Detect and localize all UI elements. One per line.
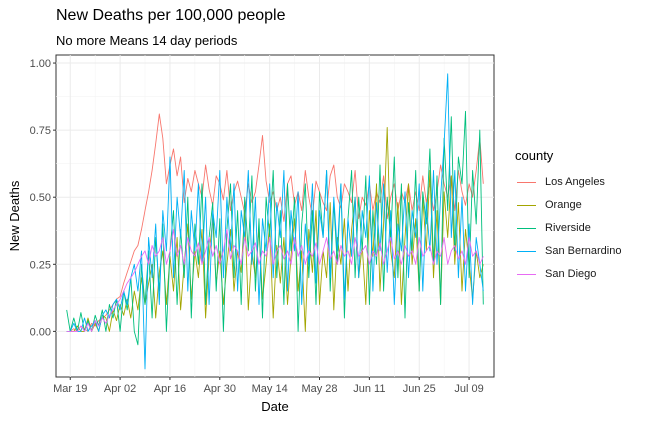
legend-item: San Diego xyxy=(517,266,596,282)
legend-label: San Bernardino xyxy=(545,245,622,257)
x-tick-label: Mar 19 xyxy=(53,383,87,395)
legend-swatch xyxy=(517,204,536,206)
x-tick-label: Jul 09 xyxy=(454,383,483,395)
x-tick-label: Apr 02 xyxy=(104,383,136,395)
y-tick-label: 0.50 xyxy=(30,192,51,204)
y-tick-label: 0.75 xyxy=(30,125,51,137)
x-tick-label: May 28 xyxy=(301,383,337,395)
x-tick-label: Jun 25 xyxy=(403,383,436,395)
x-tick-label: Apr 30 xyxy=(204,383,236,395)
legend-label: Riverside xyxy=(545,222,591,234)
legend-label: Los Angeles xyxy=(545,176,605,188)
legend-swatch xyxy=(517,250,536,252)
y-tick-label: 1.00 xyxy=(30,58,51,70)
chart-title: New Deaths per 100,000 people xyxy=(56,7,286,24)
legend-item: Riverside xyxy=(517,220,591,236)
legend-item: Los Angeles xyxy=(517,174,605,190)
y-axis: 0.00 0.25 0.50 0.75 1.00 xyxy=(30,58,56,338)
legend-swatch xyxy=(517,273,536,275)
x-axis: Mar 19 Apr 02 Apr 16 Apr 30 May 14 May 28 Jun … xyxy=(53,377,484,395)
chart-subtitle: No more Means 14 day periods xyxy=(56,33,238,48)
x-tick-label: Jun 11 xyxy=(353,383,385,395)
legend-label: San Diego xyxy=(545,268,597,280)
series-line-riverside xyxy=(66,110,484,346)
y-tick-label: 0.25 xyxy=(30,259,51,271)
x-tick-label: Apr 16 xyxy=(154,383,186,395)
series-line-san-bernardino xyxy=(66,73,484,370)
legend-item: San Bernardino xyxy=(517,243,621,259)
x-tick-label: May 14 xyxy=(252,383,288,395)
legend-swatch xyxy=(517,227,536,229)
y-tick-label: 0.00 xyxy=(30,326,51,338)
series-lines xyxy=(66,73,484,370)
y-axis-title: New Deaths xyxy=(7,180,22,251)
legend-item: Orange xyxy=(517,197,582,213)
legend-title: county xyxy=(515,148,554,163)
x-axis-title: Date xyxy=(261,399,288,414)
series-line-san-diego xyxy=(66,228,484,332)
series-line-orange xyxy=(66,126,484,332)
legend-swatch xyxy=(517,181,536,183)
legend-label: Orange xyxy=(545,199,582,211)
